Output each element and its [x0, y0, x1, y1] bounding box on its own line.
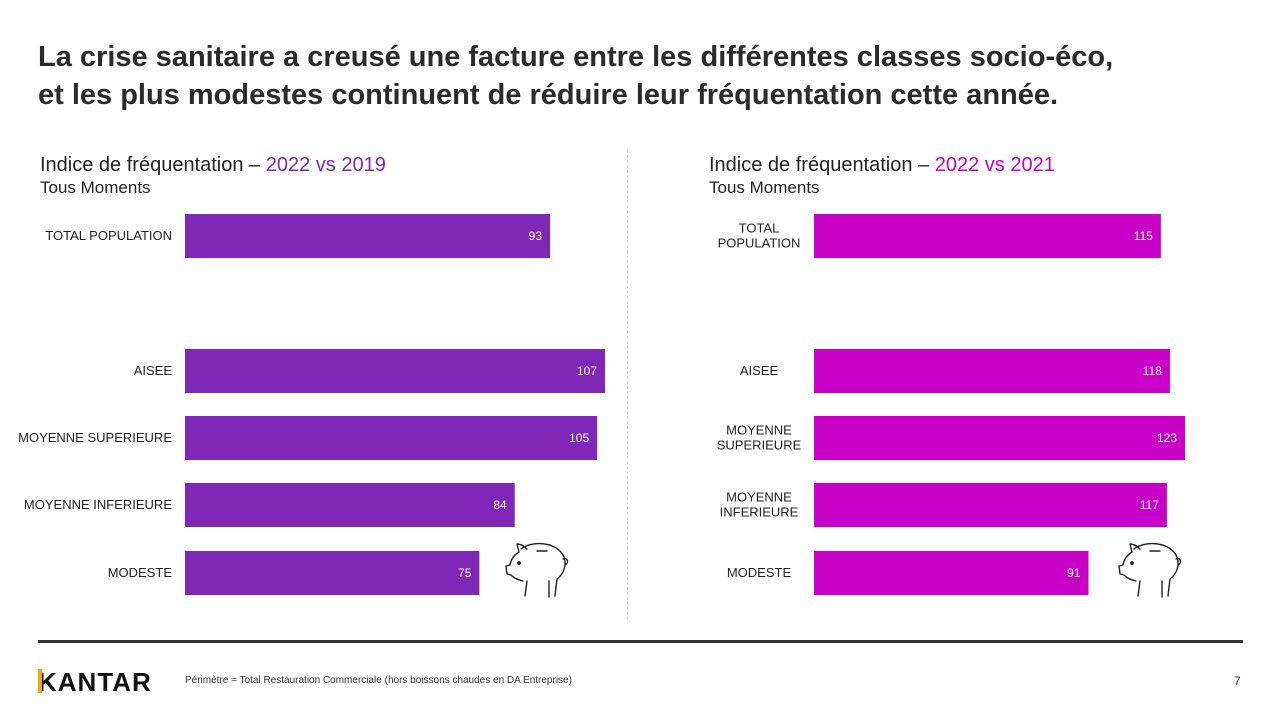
right-value-label-4: 91 [1067, 566, 1081, 580]
right-value-label-3: 117 [1140, 498, 1159, 512]
right-bar-3 [814, 483, 1167, 527]
right-value-label-1: 118 [1143, 364, 1162, 378]
chart-left-header: Indice de fréquentation – 2022 vs 2019 T… [40, 153, 386, 199]
left-category-label-2: MOYENNE SUPERIEURE [18, 430, 172, 445]
right-category-label-3-line-0: MOYENNE [726, 490, 792, 505]
page-number: 7 [1234, 674, 1241, 688]
left-value-label-4: 75 [458, 566, 472, 580]
chart-right-title-highlight: 2022 vs 2021 [934, 154, 1055, 176]
left-category-label-1-line-0: AISEE [134, 363, 173, 378]
right-value-label-2: 123 [1157, 431, 1177, 445]
left-category-label-1: AISEE [134, 363, 173, 378]
chart-left-title-highlight: 2022 vs 2019 [265, 154, 386, 176]
footer-rule [38, 640, 1243, 643]
chart-right-subtitle: Tous Moments [709, 178, 820, 197]
left-value-label-1: 107 [577, 364, 597, 378]
right-category-label-3-line-1: INFERIEURE [720, 505, 799, 520]
left-value-label-3: 84 [493, 498, 507, 512]
logo-accent-bar [38, 669, 42, 693]
piggy-bank-icon-left [505, 542, 569, 598]
right-category-label-3: MOYENNE INFERIEURE [720, 490, 799, 520]
left-bar-4 [185, 551, 480, 595]
chart-right-header: Indice de fréquentation – 2022 vs 2021 T… [709, 153, 1055, 199]
piggy-bank-icon-right [1118, 542, 1182, 598]
left-category-label-0: TOTAL POPULATION [45, 228, 172, 243]
logo-text: KANTAR [38, 667, 152, 697]
page-title-line-2: et les plus modestes continuent de rédui… [38, 79, 1059, 111]
right-category-label-1-line-0: AISEE [740, 363, 779, 378]
chart-left-title: Indice de fréquentation – 2022 vs 2019 [40, 153, 386, 177]
right-category-label-4: MODESTE [727, 565, 792, 580]
chart-left-title-prefix: Indice de fréquentation – [40, 154, 266, 176]
chart-left: 93 TOTAL POPULATION 107 AISEE 105 MOYENNE SUP… [18, 214, 605, 595]
chart-right-title: Indice de fréquentation – 2022 vs 2021 [709, 153, 1055, 177]
left-bar-1 [185, 349, 605, 393]
right-bar-4 [814, 551, 1089, 595]
left-value-label-0: 93 [529, 229, 543, 243]
footnote: Périmètre = Total Restauration Commercia… [185, 675, 572, 686]
chart-right-title-prefix: Indice de fréquentation – [709, 154, 935, 176]
right-category-label-2-line-1: SUPERIEURE [717, 438, 802, 453]
right-category-label-0: TOTAL POPULATION [718, 221, 801, 251]
page-title-line-1: La crise sanitaire a creusé une facture … [38, 41, 1114, 73]
page-title: La crise sanitaire a creusé une facture … [38, 38, 1248, 114]
left-category-label-4: MODESTE [108, 565, 173, 580]
left-bar-0 [185, 214, 551, 258]
right-category-label-0-line-1: POPULATION [718, 236, 801, 251]
right-bar-1 [814, 349, 1170, 393]
left-value-label-2: 105 [569, 431, 589, 445]
left-category-label-3-line-0: MOYENNE INFERIEURE [24, 497, 172, 512]
left-category-label-3: MOYENNE INFERIEURE [24, 497, 172, 512]
left-bar-3 [185, 483, 515, 527]
right-category-label-1: AISEE [740, 363, 779, 378]
left-category-label-2-line-0: MOYENNE SUPERIEURE [18, 430, 172, 445]
right-bar-2 [814, 416, 1185, 460]
right-category-label-0-line-0: TOTAL [739, 221, 780, 236]
right-category-label-2-line-0: MOYENNE [726, 423, 792, 438]
right-bar-0 [814, 214, 1161, 258]
chart-left-subtitle: Tous Moments [40, 178, 151, 197]
chart-divider [627, 150, 628, 620]
right-value-label-0: 115 [1134, 229, 1153, 243]
kantar-logo: KANTAR [38, 667, 152, 697]
right-category-label-4-line-0: MODESTE [727, 565, 792, 580]
left-category-label-4-line-0: MODESTE [108, 565, 173, 580]
right-category-label-2: MOYENNE SUPERIEURE [717, 423, 802, 453]
left-bar-2 [185, 416, 598, 460]
left-category-label-0-line-0: TOTAL POPULATION [45, 228, 172, 243]
